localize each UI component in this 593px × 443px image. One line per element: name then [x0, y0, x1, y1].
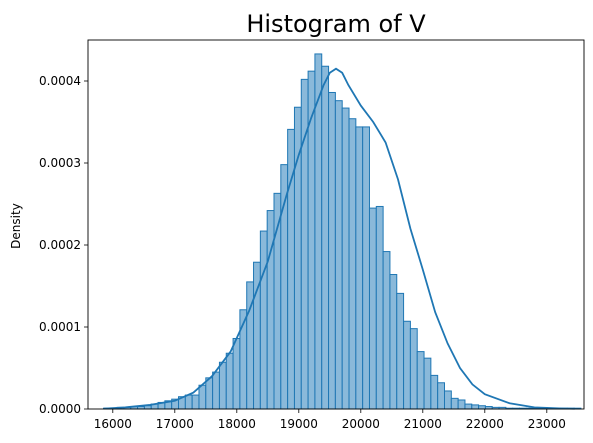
histogram-bar [184, 394, 193, 410]
histogram-bar [321, 65, 330, 410]
histogram-bar [430, 374, 439, 410]
histogram-bar [403, 320, 411, 410]
histogram-bar [368, 207, 377, 410]
x-axis-ticks: 16000 17000 18000 19000 20000 21000 22000 23000 [94, 409, 566, 431]
histogram-bar [191, 394, 200, 410]
histogram-bar [375, 205, 384, 410]
y-tick-label: 0.0004 [39, 74, 81, 88]
histogram-bar [450, 397, 459, 410]
histogram-bar [328, 91, 336, 410]
x-tick-label: 16000 [94, 417, 132, 431]
histogram-bar [355, 126, 364, 410]
y-tick-label: 0.0002 [39, 238, 81, 252]
y-axis-ticks: 0.0000 0.0001 0.0002 0.0003 0.0004 [39, 74, 88, 416]
histogram-bar [218, 361, 227, 410]
histogram-bar [478, 405, 486, 410]
x-tick-label: 23000 [528, 417, 566, 431]
chart-title: Histogram of V [246, 10, 426, 38]
histogram-bar [259, 230, 268, 410]
y-tick-label: 0.0003 [39, 156, 81, 170]
histogram-bar [198, 384, 207, 410]
y-axis-label: Density [9, 203, 23, 249]
histogram-bar [464, 403, 473, 410]
histogram-bars [103, 53, 582, 410]
histogram-bar [416, 351, 425, 410]
histogram-bar [334, 100, 343, 410]
x-tick-label: 17000 [156, 417, 194, 431]
histogram-bar [382, 251, 391, 410]
histogram-bar [423, 357, 432, 410]
histogram-bar [437, 382, 445, 410]
kde-density-line [104, 67, 575, 410]
histogram-bar [444, 390, 452, 410]
y-tick-label: 0.0001 [39, 320, 81, 334]
x-tick-label: 19000 [280, 417, 318, 431]
histogram-bar [205, 377, 214, 410]
histogram-bar [457, 399, 466, 410]
histogram-bar [341, 107, 350, 410]
x-tick-label: 20000 [342, 417, 380, 431]
plot-area-frame [87, 39, 585, 410]
histogram-bar [396, 292, 405, 410]
histogram-bar [471, 404, 480, 410]
histogram-bar [348, 118, 357, 410]
x-tick-label: 22000 [466, 417, 504, 431]
x-tick-label: 21000 [404, 417, 442, 431]
histogram-bar [212, 371, 220, 410]
histogram-bar [232, 337, 241, 410]
histogram-bar [389, 274, 398, 410]
histogram-bar [225, 352, 234, 410]
y-tick-label: 0.0000 [39, 402, 81, 416]
histogram-bar [409, 328, 418, 410]
x-tick-label: 18000 [218, 417, 256, 431]
histogram-bar [362, 126, 370, 410]
